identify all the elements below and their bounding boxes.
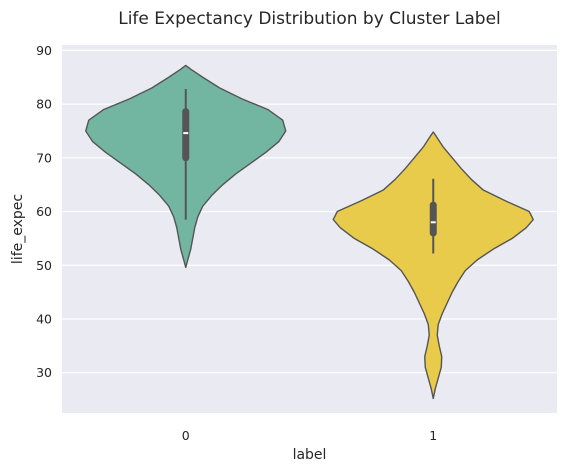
violins	[85, 64, 534, 400]
violin-body-1	[332, 131, 534, 400]
y-tick-label: 40	[36, 311, 52, 326]
x-tick-label: 1	[429, 428, 437, 443]
y-tick-label: 70	[36, 150, 52, 165]
y-tick-label: 50	[36, 258, 52, 273]
x-tick-label: 0	[182, 428, 190, 443]
y-axis-label: life_expec	[10, 194, 26, 264]
y-tick-label: 90	[36, 43, 52, 58]
grid-lines	[62, 49, 557, 374]
y-tick-label: 60	[36, 204, 52, 219]
y-tick-label: 30	[36, 365, 52, 380]
x-axis-label: label	[293, 447, 327, 463]
chart-title: Life Expectancy Distribution by Cluster …	[118, 9, 501, 29]
y-tick-labels: 30 40 50 60 70 80 90	[36, 43, 52, 380]
y-tick-label: 80	[36, 97, 52, 112]
